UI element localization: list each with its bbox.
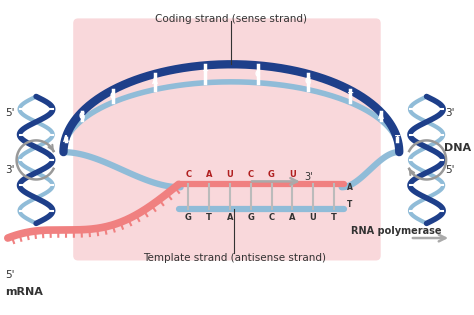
Text: G: G [304,77,310,86]
Text: 5': 5' [5,108,14,118]
Text: G: G [247,213,254,222]
Text: T: T [346,200,352,209]
FancyBboxPatch shape [73,18,381,261]
Text: T: T [202,70,208,78]
Text: mRNA: mRNA [5,287,43,297]
Text: C: C [248,170,254,180]
Text: A: A [289,213,295,222]
Text: G: G [268,170,275,180]
Text: T: T [331,213,337,222]
Text: T: T [206,213,212,222]
Text: T: T [347,92,353,101]
Text: 3': 3' [305,172,313,181]
Text: C: C [110,92,116,101]
Text: C: C [255,70,260,78]
Text: A: A [152,77,158,86]
Text: C: C [185,170,191,180]
Text: Coding strand (sense strand): Coding strand (sense strand) [155,14,307,24]
Text: A: A [346,183,352,192]
Text: 3': 3' [445,108,455,118]
Text: RNA polymerase: RNA polymerase [351,226,442,236]
Text: A: A [227,213,233,222]
Text: A: A [63,135,68,144]
Text: 3': 3' [5,165,14,175]
Text: C: C [268,213,274,222]
Text: A: A [206,170,212,180]
Text: DNA: DNA [444,143,471,153]
Text: 5': 5' [445,165,455,175]
Text: T: T [394,135,400,144]
Text: G: G [79,112,85,121]
Text: 5': 5' [5,270,14,280]
Text: U: U [289,170,296,180]
Text: U: U [227,170,233,180]
Text: A: A [378,112,384,121]
Text: G: G [185,213,192,222]
Text: Template strand (antisense strand): Template strand (antisense strand) [143,253,326,263]
Text: U: U [310,213,317,222]
